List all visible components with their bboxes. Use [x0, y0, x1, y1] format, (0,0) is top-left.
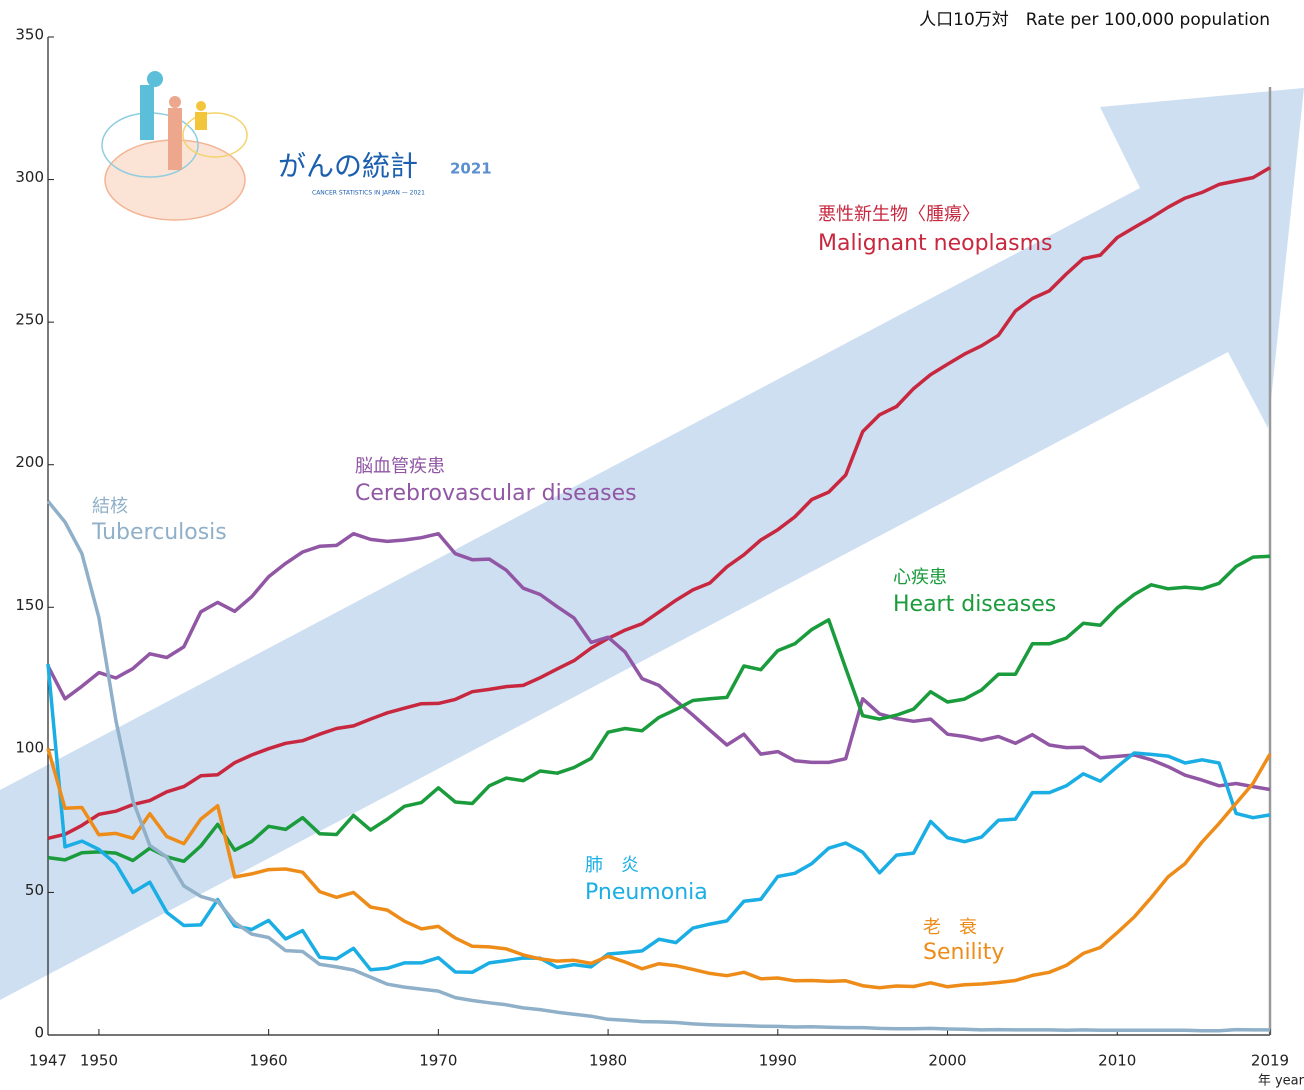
series-label: Cerebrovascular diseases — [355, 481, 637, 506]
series-label: Tuberculosis — [91, 520, 227, 545]
series-label-ja: 心疾患 — [893, 567, 947, 588]
y-tick-label: 0 — [34, 1024, 44, 1042]
x-tick-label: 1950 — [80, 1052, 118, 1070]
x-tick-label: 2019 — [1251, 1052, 1289, 1070]
series-label-ja: 肺 炎 — [585, 855, 639, 876]
series-label: Pneumonia — [585, 880, 708, 905]
logo-subtitle: CANCER STATISTICS IN JAPAN — 2021 — [312, 190, 425, 197]
series-label: Senility — [923, 940, 1004, 965]
y-tick-label: 350 — [15, 26, 44, 44]
x-tick-label: 1960 — [250, 1052, 288, 1070]
series-label: Malignant neoplasms — [818, 231, 1053, 256]
logo: がんの統計 2021 CANCER STATISTICS IN JAPAN — … — [102, 71, 492, 220]
y-tick-label: 300 — [15, 168, 44, 186]
x-axis-label: 年 year — [1258, 1074, 1304, 1089]
logo-title: がんの統計 — [278, 150, 418, 183]
x-tick-label: 1970 — [419, 1052, 457, 1070]
y-tick-label: 200 — [15, 453, 44, 471]
x-tick-label: 1990 — [759, 1052, 797, 1070]
series-label-ja: 老 衰 — [923, 917, 977, 938]
x-tick-label: 2010 — [1098, 1052, 1136, 1070]
y-tick-label: 150 — [15, 596, 44, 614]
series-label-ja: 結核 — [92, 496, 128, 517]
y-tick-label: 100 — [15, 738, 44, 756]
series-label-ja: 脳血管疾患 — [355, 456, 445, 477]
chart: がんの統計 2021 CANCER STATISTICS IN JAPAN — … — [0, 0, 1304, 1090]
y-axis-label: 人口10万対 Rate per 100,000 population — [919, 10, 1270, 30]
series-label: Heart diseases — [893, 592, 1056, 617]
y-tick-label: 50 — [25, 881, 44, 899]
series-label-ja: 悪性新生物〈腫瘍〉 — [818, 204, 980, 225]
logo-year: 2021 — [450, 160, 492, 178]
x-tick-label: 1947 — [29, 1052, 67, 1070]
y-tick-label: 250 — [15, 311, 44, 329]
x-tick-label: 2000 — [928, 1052, 966, 1070]
x-tick-label: 1980 — [589, 1052, 627, 1070]
